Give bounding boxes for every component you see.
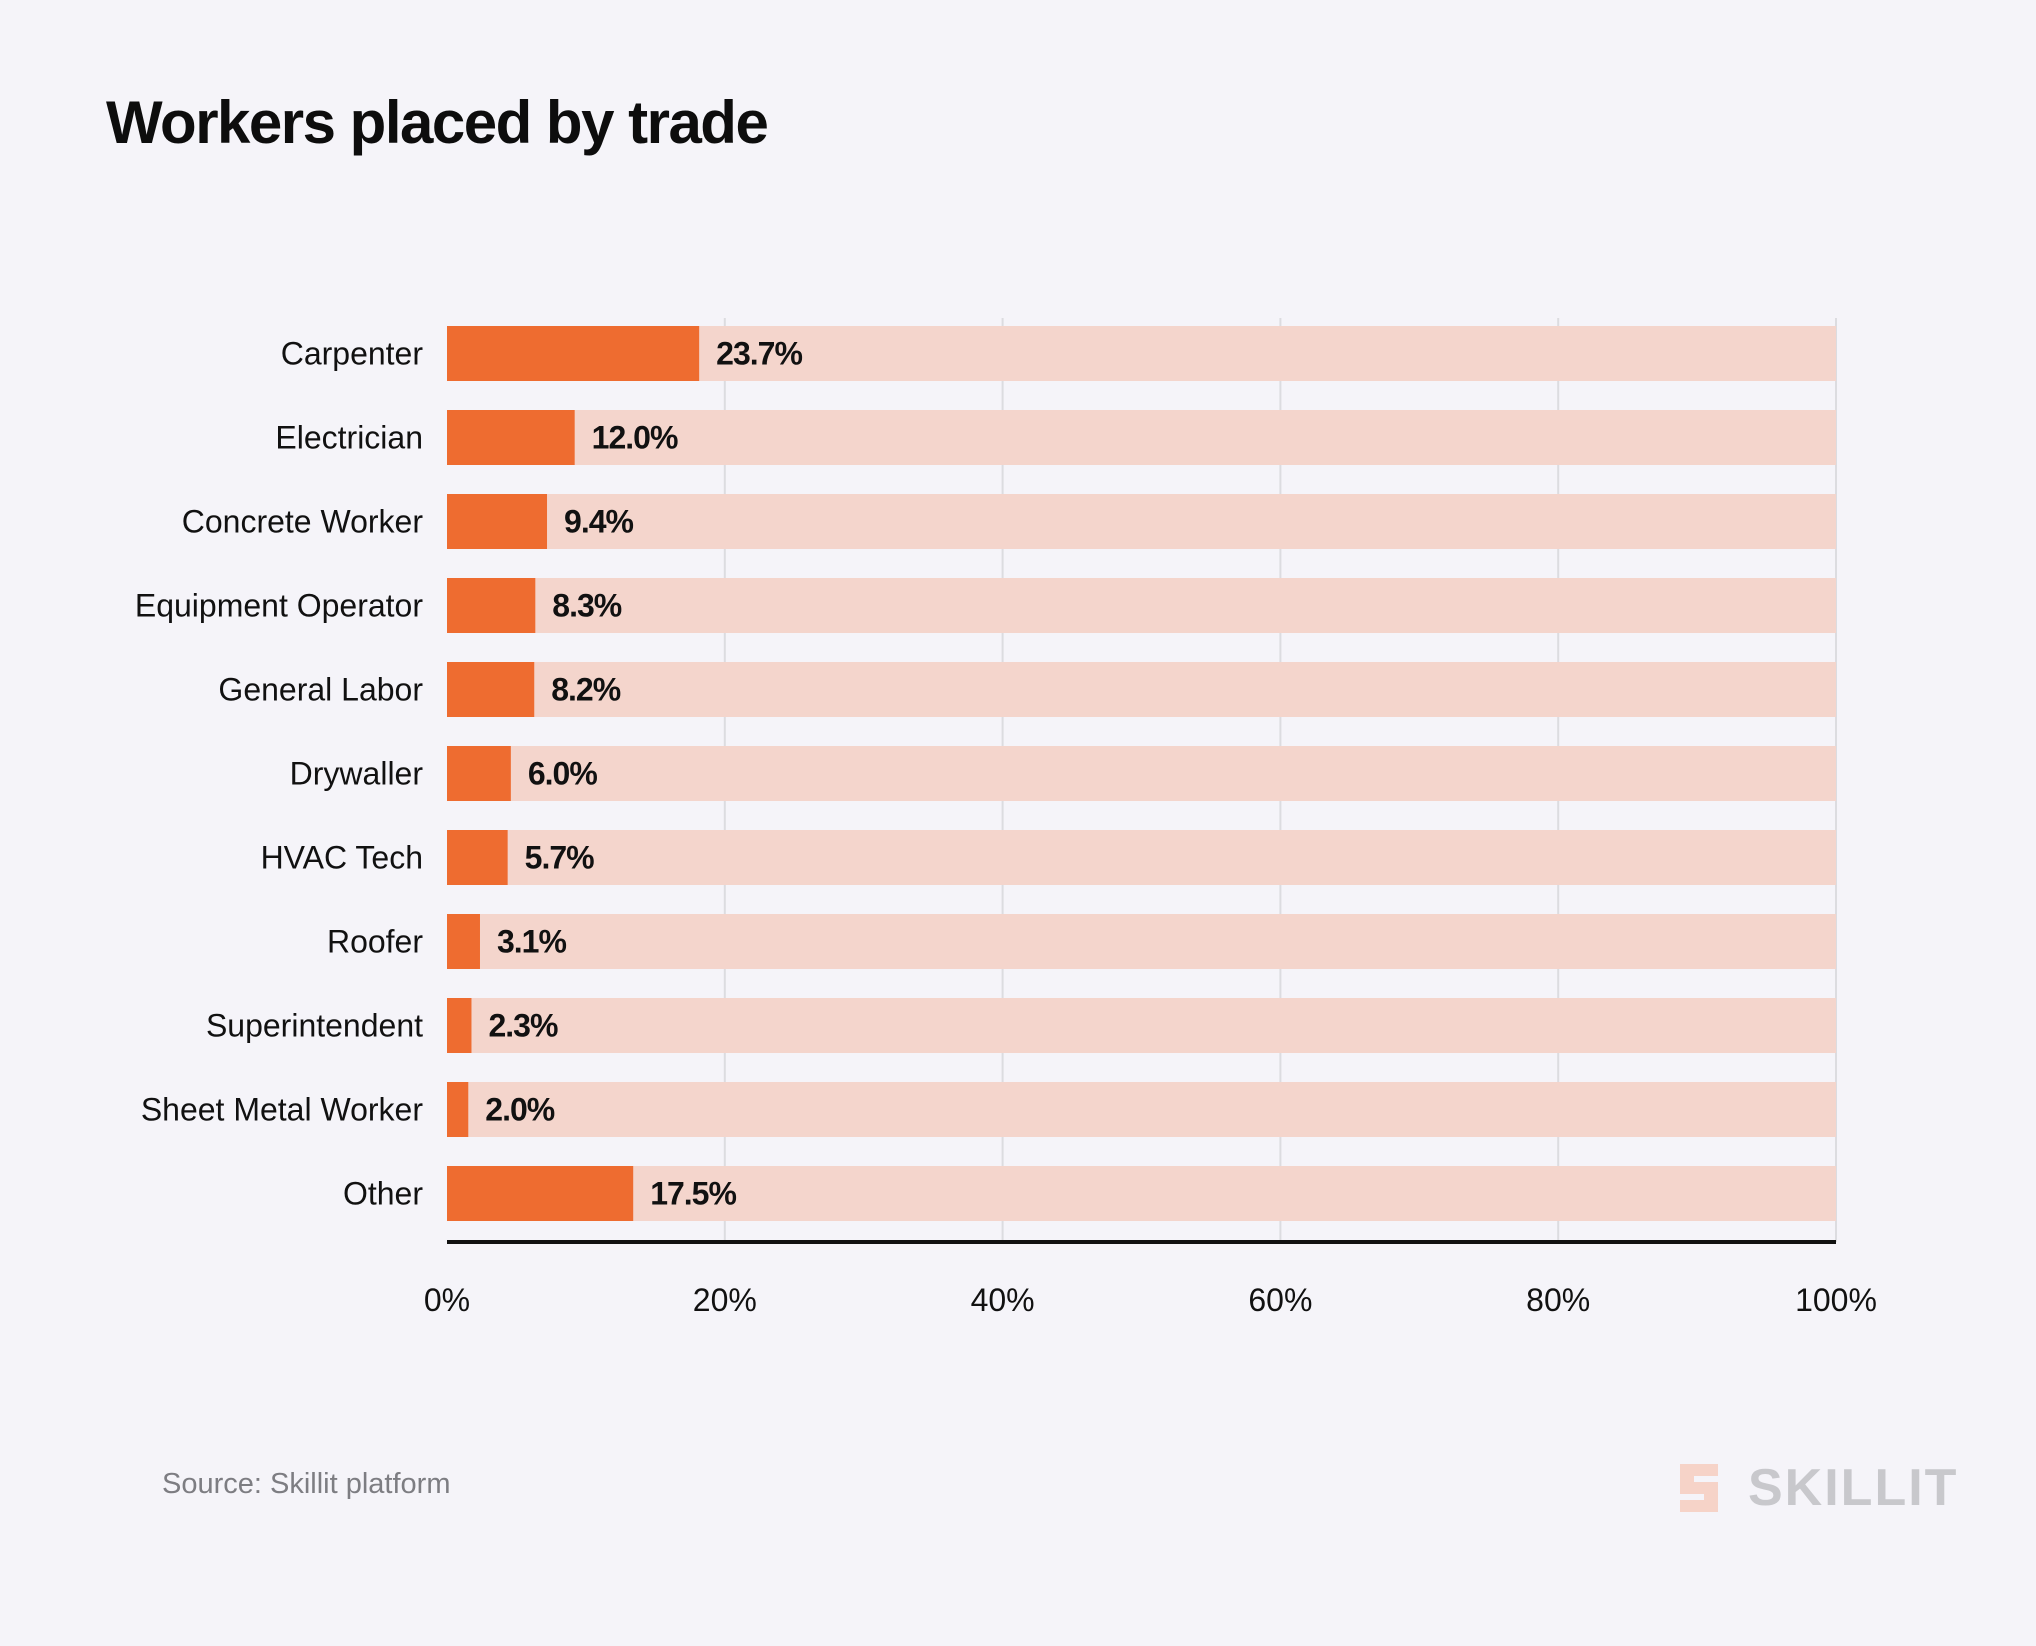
bar-8 xyxy=(447,998,472,1053)
data-label-5: 6.0% xyxy=(528,756,597,792)
skillit-s-logo-icon xyxy=(1680,1464,1718,1512)
category-label-9: Sheet Metal Worker xyxy=(141,1092,424,1128)
bar-track-5 xyxy=(447,746,1836,801)
category-label-5: Drywaller xyxy=(290,756,424,792)
bar-chart: 23.7% 12.0% 9.4% 8.3% 8.2% 6.0% 5.7% 3.1% 2.3% 2.… xyxy=(135,318,1877,1318)
category-label-6: HVAC Tech xyxy=(261,840,423,876)
data-label-7: 3.1% xyxy=(497,924,566,960)
category-label-1: Electrician xyxy=(275,420,423,456)
brand-logo: SKILLIT xyxy=(1674,1458,1958,1518)
data-label-3: 8.3% xyxy=(552,588,621,624)
bar-track-9 xyxy=(447,1082,1836,1137)
brand-name: SKILLIT xyxy=(1748,1459,1959,1517)
category-label-3: Equipment Operator xyxy=(135,588,424,624)
x-tick-label-100: 100% xyxy=(1795,1282,1877,1318)
bars xyxy=(447,326,700,1221)
data-label-0: 23.7% xyxy=(716,336,802,372)
bar-track-2 xyxy=(447,494,1836,549)
category-label-10: Other xyxy=(343,1176,423,1212)
bar-track-8 xyxy=(447,998,1836,1053)
category-label-7: Roofer xyxy=(327,924,423,960)
data-label-1: 12.0% xyxy=(592,420,678,456)
bar-9 xyxy=(447,1082,469,1137)
bar-3 xyxy=(447,578,536,633)
x-tick-label-20: 20% xyxy=(693,1282,757,1318)
bar-0 xyxy=(447,326,700,381)
bar-track-3 xyxy=(447,578,1836,633)
category-label-4: General Labor xyxy=(218,672,423,708)
bar-2 xyxy=(447,494,548,549)
bar-6 xyxy=(447,830,508,885)
bar-track-4 xyxy=(447,662,1836,717)
source-note: Source: Skillit platform xyxy=(162,1468,451,1500)
bar-10 xyxy=(447,1166,634,1221)
data-label-10: 17.5% xyxy=(650,1176,736,1212)
x-axis: 0% 20% 40% 60% 80% 100% xyxy=(424,1240,1877,1318)
x-tick-label-60: 60% xyxy=(1248,1282,1312,1318)
bar-1 xyxy=(447,410,575,465)
category-label-0: Carpenter xyxy=(281,336,424,372)
data-label-9: 2.0% xyxy=(485,1092,554,1128)
category-labels: Carpenter Electrician Concrete Worker Equip… xyxy=(135,336,424,1212)
data-label-6: 5.7% xyxy=(525,840,594,876)
category-label-2: Concrete Worker xyxy=(182,504,424,540)
bar-track-1 xyxy=(447,410,1836,465)
bar-track-7 xyxy=(447,914,1836,969)
category-label-8: Superintendent xyxy=(206,1008,423,1044)
x-tick-label-0: 0% xyxy=(424,1282,470,1318)
bar-7 xyxy=(447,914,480,969)
bar-track-10 xyxy=(447,1166,1836,1221)
x-tick-label-40: 40% xyxy=(971,1282,1035,1318)
data-label-2: 9.4% xyxy=(564,504,633,540)
bar-4 xyxy=(447,662,535,717)
data-label-8: 2.3% xyxy=(488,1008,557,1044)
x-tick-label-80: 80% xyxy=(1526,1282,1590,1318)
bar-tracks xyxy=(447,326,1836,1221)
bar-5 xyxy=(447,746,511,801)
data-label-4: 8.2% xyxy=(551,672,620,708)
bar-track-6 xyxy=(447,830,1836,885)
chart-title: Workers placed by trade xyxy=(106,89,769,156)
data-labels: 23.7% 12.0% 9.4% 8.3% 8.2% 6.0% 5.7% 3.1% 2.3% 2.… xyxy=(485,336,803,1212)
